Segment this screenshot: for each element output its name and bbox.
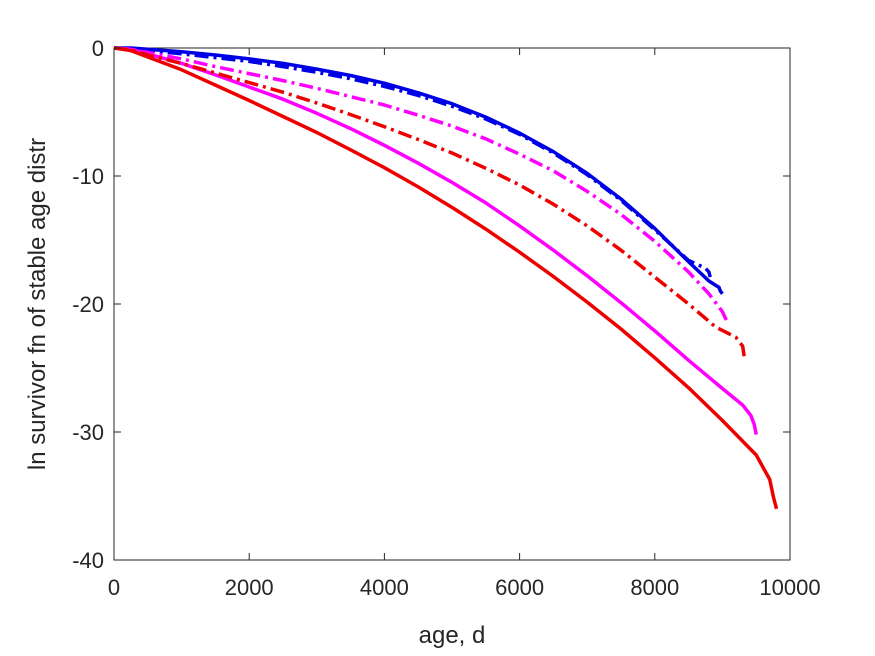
x-tick-label: 2000 — [225, 575, 274, 600]
y-tick-label: 0 — [92, 36, 104, 61]
x-tick-label: 0 — [108, 575, 120, 600]
series-line-1 — [114, 46, 724, 295]
series-line-4 — [113, 46, 730, 324]
series-line-3 — [113, 46, 758, 435]
y-tick-label: -30 — [72, 420, 104, 445]
series-layer — [113, 46, 779, 510]
y-tick-label: -10 — [72, 164, 104, 189]
series-line-6 — [113, 46, 747, 361]
series-line-5 — [113, 46, 779, 510]
y-tick-label: -40 — [72, 548, 104, 573]
tick-labels-layer: 0 2000 4000 6000 8000 10000 0 -10 -20 -30 -40 — [72, 36, 820, 600]
x-tick-label: 6000 — [495, 575, 544, 600]
y-axis-label: ln survivor fn of stable age distr — [24, 138, 51, 470]
ticks-layer — [113, 47, 791, 561]
plot-area — [113, 47, 791, 561]
x-tick-label: 4000 — [360, 575, 409, 600]
x-axis-label: age, d — [419, 622, 486, 649]
axes-box — [113, 47, 791, 561]
x-tick-label: 8000 — [630, 575, 679, 600]
x-tick-label: 10000 — [759, 575, 820, 600]
y-tick-label: -20 — [72, 292, 104, 317]
series-line-2 — [113, 46, 712, 278]
